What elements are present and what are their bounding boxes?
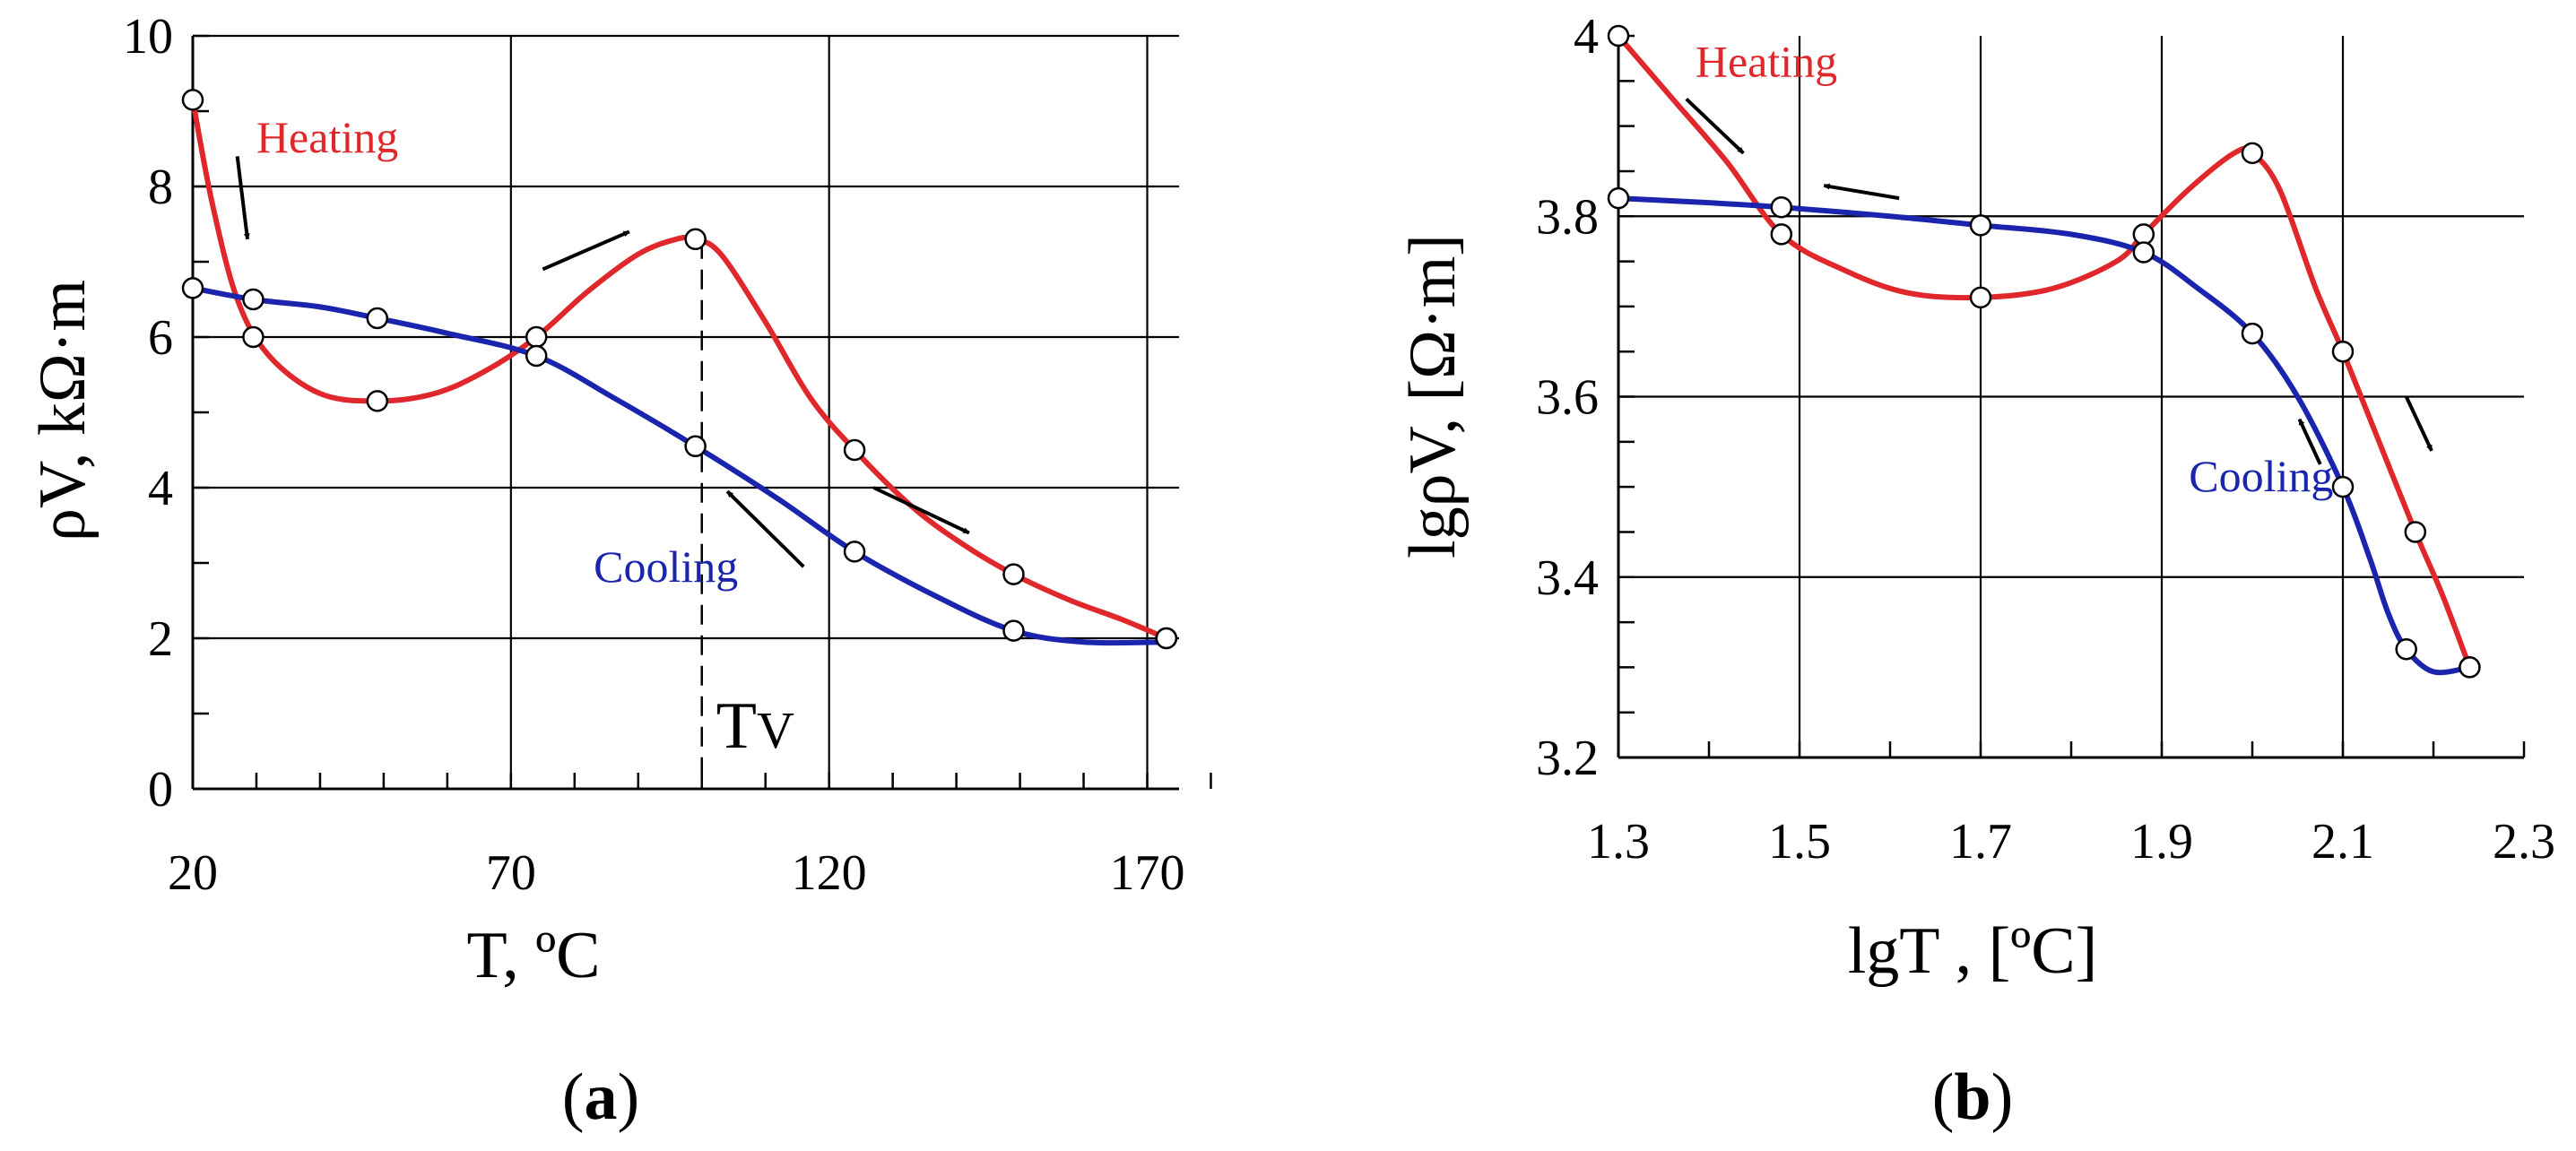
panel-a-cooling-curve	[190, 285, 1169, 646]
panel-b-plot-area: 3.2 3.4 3.6 3.8 4 1.3 1.5 1.7 1.9 2.1 2.3 Heating Co…	[1536, 9, 2555, 870]
panel-a-x-tick-label: 120	[792, 845, 867, 901]
panel-b-cooling-curve	[1616, 195, 2473, 676]
panel-a-heating-point	[366, 390, 389, 412]
panel-a-cooling-point	[242, 288, 265, 311]
panel-b-y-tick-label: 3.4	[1536, 550, 1599, 606]
panel-a-heating-point	[242, 325, 265, 349]
panel-a-cooling-point	[366, 307, 389, 330]
panel-a-cooling-point	[684, 435, 707, 458]
panel-a-heating-point	[1002, 563, 1025, 585]
panel-b-x-tick-label: 1.9	[2130, 814, 2193, 870]
panel-a-cooling-label: Cooling	[594, 541, 738, 592]
panel-b-heating-point	[2241, 142, 2264, 165]
panel-a-heating-label: Heating	[256, 112, 398, 162]
panel-a-direction-arrow	[872, 486, 970, 535]
panel-a-cooling-point	[525, 344, 548, 368]
panel-a-cooling-point	[1155, 627, 1178, 650]
panel-b-cooling-point	[1969, 214, 1992, 237]
panel-b-heating-point	[2404, 521, 2427, 543]
panel-b-y-tick-label: 4	[1574, 9, 1599, 65]
panel-a-heating-curve	[190, 97, 1169, 641]
panel-b-heating-point	[1607, 24, 1630, 48]
panel-a-y-tick-label: 0	[148, 762, 173, 818]
panel-a-x-axis-title: T, ºC	[466, 919, 600, 992]
panel-b-heating-label: Heating	[1696, 36, 1837, 86]
panel-a-cooling-point	[843, 541, 866, 563]
panel-b-heating-point	[2331, 340, 2355, 363]
panel-a-heating-point	[525, 325, 548, 349]
panel-a-direction-arrow	[725, 489, 805, 568]
panel-b-cooling-point	[2241, 322, 2264, 345]
panel-b-heating-point	[2132, 223, 2155, 246]
panel-a-cooling-point	[1002, 619, 1025, 642]
panel-b-y-axis-title: lgρV, [Ω·m]	[1396, 234, 1470, 558]
panel-b-x-tick-label: 1.7	[1949, 814, 2012, 870]
panel-b-x-tick-label: 1.5	[1768, 814, 1831, 870]
panel-a-y-tick-label: 8	[148, 160, 173, 215]
panel-b-direction-arrow	[1685, 97, 1745, 155]
panel-a-x-tick-label: 170	[1110, 845, 1185, 901]
panel-a-heating-point	[181, 89, 204, 111]
panel-a-y-axis-title: ρV, kΩ·m	[26, 280, 100, 541]
panel-b-direction-arrow	[2404, 395, 2433, 452]
panel-a-cooling-point	[181, 277, 204, 299]
panel-b-x-tick-label: 2.1	[2311, 814, 2374, 870]
panel-b-direction-arrow	[2297, 418, 2322, 465]
panel-b-x-tick-label: 1.3	[1587, 814, 1650, 870]
panel-a-heating-point	[843, 438, 866, 462]
panel-b-x-tick-label: 2.3	[2493, 814, 2555, 870]
panel-b-cooling-point	[2395, 638, 2417, 661]
panel-b-cooling-label: Cooling	[2189, 451, 2333, 501]
panel-b-caption: (b)	[1932, 1060, 2013, 1134]
panel-a-y-tick-label: 4	[148, 461, 173, 516]
panel-b-y-tick-label: 3.8	[1536, 189, 1599, 245]
panel-a-x-tick-label: 20	[168, 845, 218, 901]
panel-b-y-tick-label: 3.2	[1536, 731, 1599, 786]
panel-a-x-tick-label: 70	[486, 845, 536, 901]
panel-b-cooling-point	[1607, 186, 1630, 210]
panel-b-heating-point	[1770, 223, 1793, 246]
panel-b-cooling-point	[1770, 195, 1793, 219]
panel-a-heating-point	[684, 228, 707, 251]
chart-panel-b: 3.2 3.4 3.6 3.8 4 1.3 1.5 1.7 1.9 2.1 2.3 Heating Co…	[1396, 9, 2555, 1134]
panel-a-caption: (a)	[562, 1060, 639, 1134]
panel-a-y-tick-label: 2	[148, 611, 173, 667]
panel-b-x-axis-title: lgT , [ºC]	[1848, 914, 2098, 988]
panel-a-direction-arrow	[542, 229, 630, 272]
panel-a-direction-arrow	[235, 156, 250, 240]
panel-b-cooling-point	[2331, 475, 2355, 498]
panel-b-y-tick-label: 3.6	[1536, 370, 1599, 426]
panel-b-cooling-point	[2132, 241, 2155, 264]
panel-b-cooling-point	[2459, 656, 2481, 679]
panel-a-plot-area: 0 2 4 6 8 10 20 70 120 170 TV Heating Cooling	[123, 9, 1212, 901]
panel-a-y-tick-label: 6	[148, 310, 173, 366]
panel-b-heating-point	[1969, 286, 1992, 309]
panel-b-direction-arrow	[1823, 183, 1900, 201]
panel-a-tv-label: TV	[716, 689, 794, 763]
panel-a-y-tick-label: 10	[123, 9, 173, 65]
